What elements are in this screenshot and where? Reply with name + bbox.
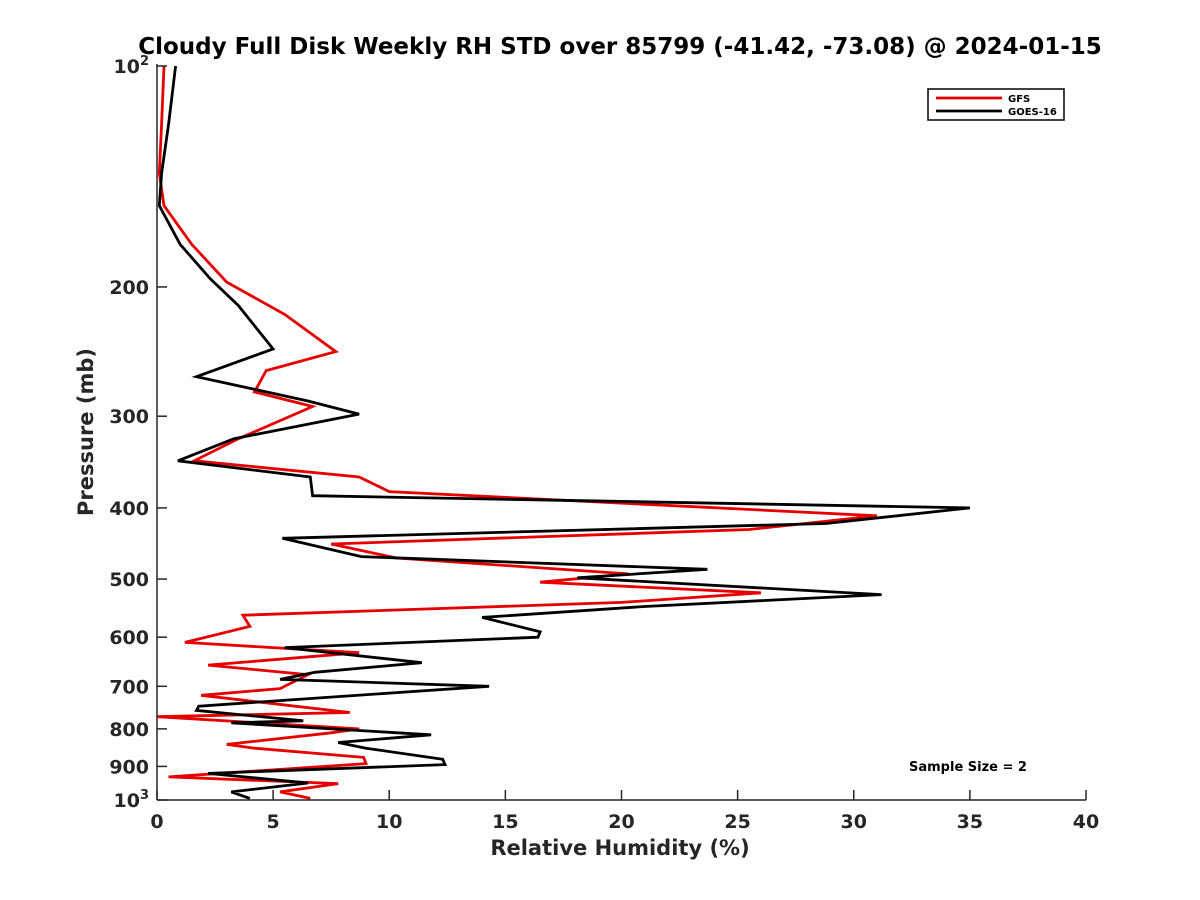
x-tick-label: 25 — [724, 811, 750, 833]
axes-layer: 0 5 10 15 20 25 30 35 40 102 200 300 400 500 600 700 800… — [109, 54, 1099, 833]
y-tick-label: 700 — [109, 676, 149, 698]
series-layer — [156, 65, 971, 800]
y-axis-label: Pressure (mb) — [74, 348, 98, 516]
y-tick-label: 400 — [109, 498, 149, 520]
series-line-goes-16 — [157, 65, 971, 800]
x-tick-label: 35 — [957, 811, 983, 833]
x-tick-label: 15 — [492, 811, 518, 833]
x-tick-label: 10 — [376, 811, 402, 833]
x-tick-label: 40 — [1073, 811, 1099, 833]
x-tick-label: 30 — [841, 811, 867, 833]
legend-box — [927, 88, 1065, 121]
legend-label-gfs: GFS — [1008, 94, 1030, 105]
x-tick-label: 5 — [267, 811, 280, 833]
x-tick-label: 20 — [608, 811, 634, 833]
sample-size-annotation: Sample Size = 2 — [909, 760, 1027, 775]
series-line-gfs — [156, 65, 878, 800]
chart-title: Cloudy Full Disk Weekly RH STD over 8579… — [138, 34, 1102, 60]
legend: GFS GOES-16 — [927, 88, 1065, 121]
x-tick-label: 0 — [150, 811, 163, 833]
y-tick-label: 103 — [114, 788, 150, 812]
legend-label-goes-16: GOES-16 — [1008, 107, 1057, 118]
y-tick-label: 200 — [109, 277, 149, 299]
y-tick-label: 102 — [114, 54, 150, 78]
y-tick-label: 500 — [109, 569, 149, 591]
y-tick-label: 600 — [109, 627, 149, 649]
y-tick-label: 800 — [109, 719, 149, 741]
x-axis-label: Relative Humidity (%) — [490, 836, 749, 860]
y-tick-label: 900 — [109, 756, 149, 778]
y-tick-label: 300 — [109, 406, 149, 428]
